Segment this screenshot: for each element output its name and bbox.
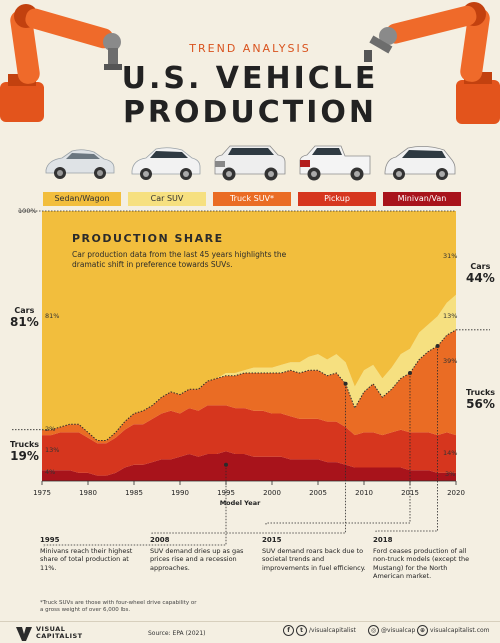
trucks-left-pct: 19% <box>10 449 39 463</box>
brand-line-1: VISUAL <box>36 625 66 633</box>
annotation-2015: 2015 SUV demand roars back due to societ… <box>262 536 367 572</box>
cars-left-pct: 81% <box>10 315 39 329</box>
cars-right-pct: 44% <box>466 271 495 285</box>
pickup-illustration <box>299 145 371 181</box>
header: TREND ANALYSIS U.S. VEHICLE PRODUCTION <box>0 42 500 129</box>
kicker-text: TREND ANALYSIS <box>189 42 311 55</box>
x-tick-label: 1995 <box>217 489 235 497</box>
social-facebook-twitter[interactable]: f t /visualcapitalist <box>283 625 356 636</box>
pickup-2020-value: 14% <box>443 449 458 457</box>
annotation-leader-1995 <box>43 464 227 547</box>
trucks-2020-share: Trucks 56% <box>466 388 495 411</box>
annotation-marker-2015 <box>408 371 412 375</box>
legend-item-truck-suv: Truck SUV* <box>213 192 291 206</box>
area-car-suv <box>42 294 456 441</box>
annotation-marker-2008 <box>343 381 348 386</box>
social-website[interactable]: ⊕ visualcapitalist.com <box>417 625 490 636</box>
area-pickup <box>42 405 456 476</box>
x-tick-label: 1975 <box>33 489 51 497</box>
legend-item-car-suv: Car SUV <box>128 192 206 206</box>
chart-title: PRODUCTION SHARE <box>72 232 224 245</box>
x-tick-label: 2015 <box>401 489 419 497</box>
social-handle-2: @visualcap <box>381 627 416 634</box>
legend-item-sedan-wagon: Sedan/Wagon <box>43 192 121 206</box>
annotation-text: SUV demand dries up as gas prices rise a… <box>150 546 244 572</box>
cars-2020-share: Cars 44% <box>466 262 495 285</box>
trucks-left-label: Trucks <box>10 440 40 449</box>
area-sedan-wagon <box>42 211 456 441</box>
x-tick-label: 1990 <box>171 489 189 497</box>
robot-arm-left-illustration <box>0 4 122 122</box>
facebook-icon: f <box>283 625 294 636</box>
x-tick-label: 2020 <box>447 489 465 497</box>
footer <box>0 621 500 643</box>
area-truck-suv <box>42 329 456 444</box>
page-title-line2: PRODUCTION <box>122 95 378 130</box>
visual-capitalist-logo-icon <box>16 627 32 641</box>
annotation-year: 2018 <box>373 536 393 544</box>
x-tick-label: 2010 <box>355 489 373 497</box>
social-instagram[interactable]: ◎ @visualcap <box>368 625 415 636</box>
cars-right-label: Cars <box>470 262 491 271</box>
cars-left-label: Cars <box>14 306 35 315</box>
vehicle-illustrations <box>40 140 465 190</box>
x-tick-label: 1980 <box>79 489 97 497</box>
annotation-2018: 2018 Ford ceases production of all non-t… <box>373 536 478 581</box>
website-url: visualcapitalist.com <box>430 627 490 634</box>
minivan-illustration <box>384 146 456 180</box>
brand-name: VISUAL CAPITALIST <box>36 626 83 640</box>
truck-suv-illustration <box>214 145 286 181</box>
sedan-2020-value: 31% <box>443 252 458 260</box>
sedan-1975-value: 81% <box>45 312 60 320</box>
annotation-1995: 1995 Minivans reach their highest share … <box>40 536 145 572</box>
pickup-1975-value: 13% <box>45 446 60 454</box>
source-text: Source: EPA (2021) <box>148 630 206 637</box>
sedan-illustration <box>45 149 115 179</box>
annotation-text: Minivans reach their highest share of to… <box>40 546 133 572</box>
annotation-marker-2018 <box>435 344 440 348</box>
carsuv-2020-value: 13% <box>443 312 458 320</box>
trucks-right-label: Trucks <box>466 388 496 397</box>
annotation-year: 1995 <box>40 536 60 544</box>
x-axis-label: Model Year <box>219 499 261 507</box>
robot-arm-right-illustration <box>364 2 500 124</box>
legend-item-pickup: Pickup <box>298 192 376 206</box>
area-minivan-van <box>42 451 456 481</box>
annotation-2008: 2008 SUV demand dries up as gas prices r… <box>150 536 255 572</box>
x-tick-label: 2000 <box>263 489 281 497</box>
x-tick-label: 2005 <box>309 489 327 497</box>
annotation-year: 2008 <box>150 536 170 544</box>
instagram-icon: ◎ <box>368 625 379 636</box>
car-truck-boundary-line <box>42 329 457 441</box>
trucksuv-1975-value: 2% <box>45 425 56 433</box>
legend-item-minivan-van: Minivan/Van <box>383 192 461 206</box>
trucks-right-pct: 56% <box>466 397 495 411</box>
chart-description: Car production data from the last 45 yea… <box>72 250 287 269</box>
minivan-1975-value: 4% <box>45 468 56 476</box>
annotation-text: SUV demand roars back due to societal tr… <box>262 546 366 572</box>
trucks-1975-share: Trucks 19% <box>10 440 39 463</box>
globe-icon: ⊕ <box>417 625 428 636</box>
annotation-leader-2015 <box>265 373 411 525</box>
brand-line-2: CAPITALIST <box>36 632 83 640</box>
car-suv-illustration <box>131 147 201 180</box>
social-handle-1: /visualcapitalist <box>309 627 356 634</box>
x-tick-label: 1985 <box>125 489 143 497</box>
annotation-leader-2008 <box>151 383 346 535</box>
trucksuv-2020-value: 39% <box>443 357 458 365</box>
minivan-2020-value: 3% <box>445 470 456 478</box>
twitter-icon: t <box>296 625 307 636</box>
cars-1975-share: Cars 81% <box>10 306 39 329</box>
footnote: *Truck SUVs are those with four-wheel dr… <box>40 600 197 613</box>
annotation-marker-1995 <box>224 462 228 467</box>
annotation-text: Ford ceases production of all non-truck … <box>373 546 470 581</box>
page-title-line1: U.S. VEHICLE <box>121 61 379 96</box>
annotation-year: 2015 <box>262 536 282 544</box>
